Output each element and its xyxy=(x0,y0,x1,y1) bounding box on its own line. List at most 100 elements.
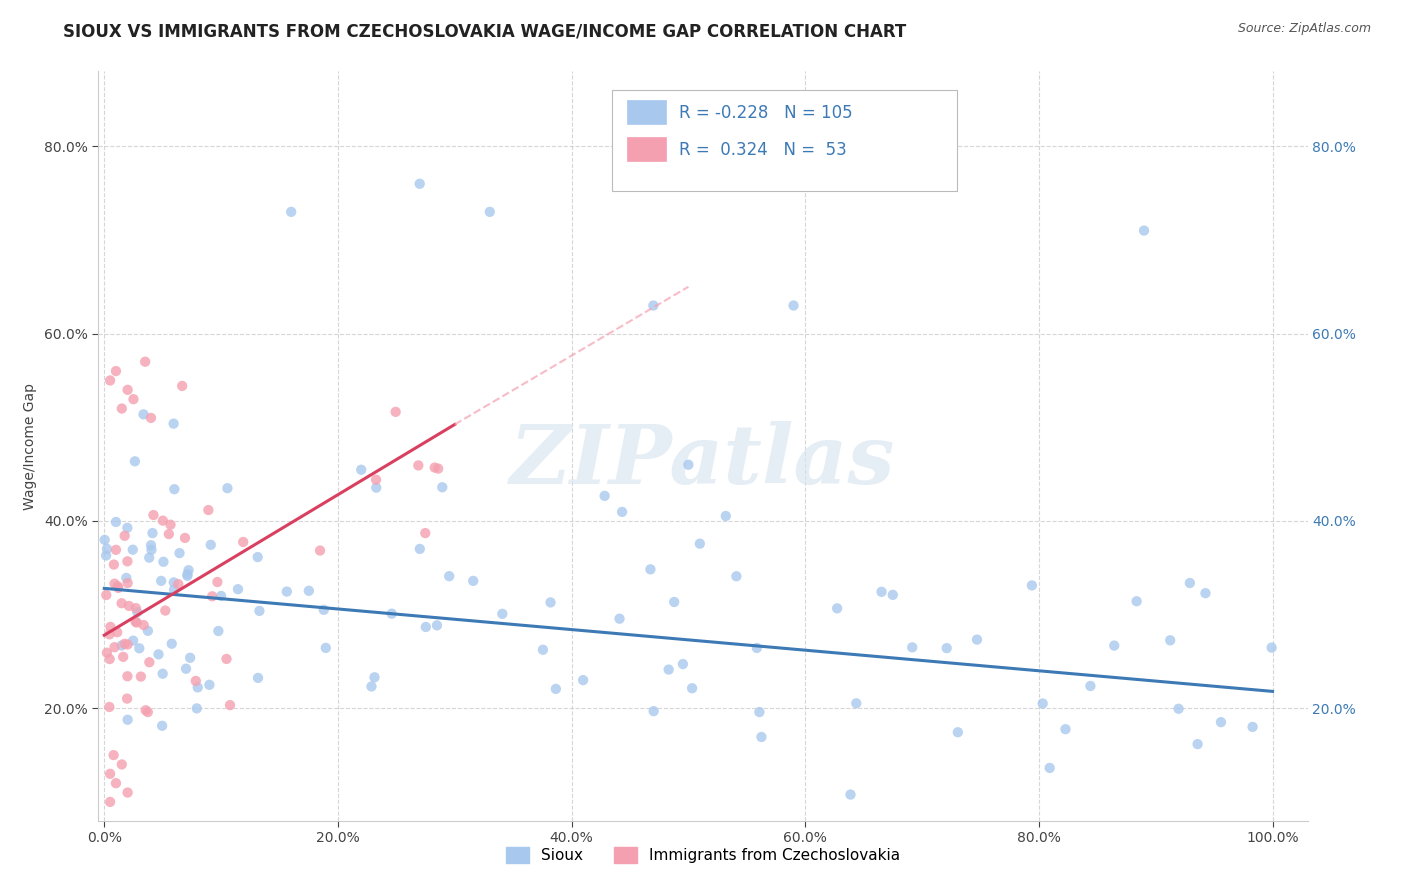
Point xyxy=(114,529,136,543)
Point xyxy=(114,637,136,651)
Point xyxy=(207,624,229,638)
Point xyxy=(312,603,335,617)
Point xyxy=(432,480,454,494)
Point xyxy=(1241,720,1264,734)
Point xyxy=(122,633,145,648)
Point xyxy=(117,576,139,591)
Text: Source: ZipAtlas.com: Source: ZipAtlas.com xyxy=(1237,22,1371,36)
Point xyxy=(125,615,148,630)
Point xyxy=(463,574,485,588)
Point xyxy=(309,543,332,558)
Point xyxy=(117,383,139,397)
Point xyxy=(117,521,139,535)
Point xyxy=(643,298,665,313)
Point xyxy=(152,555,174,569)
Point xyxy=(152,666,174,681)
Point xyxy=(350,463,373,477)
Point xyxy=(1209,715,1232,730)
Point xyxy=(845,696,868,710)
Point xyxy=(364,473,387,487)
Point xyxy=(825,601,848,615)
Point xyxy=(148,648,170,662)
Point xyxy=(478,205,501,219)
Point xyxy=(124,454,146,468)
Point xyxy=(1167,702,1189,716)
Point xyxy=(117,554,139,568)
Point xyxy=(176,569,198,583)
Point xyxy=(142,508,165,522)
Point xyxy=(1133,224,1156,238)
Point xyxy=(247,671,270,685)
Point xyxy=(423,460,446,475)
Point xyxy=(138,655,160,669)
Point xyxy=(129,669,152,683)
Point xyxy=(135,703,157,717)
Text: SIOUX VS IMMIGRANTS FROM CZECHOSLOVAKIA WAGE/INCOME GAP CORRELATION CHART: SIOUX VS IMMIGRANTS FROM CZECHOSLOVAKIA … xyxy=(63,22,907,40)
Point xyxy=(141,542,163,557)
Point xyxy=(96,588,118,602)
Point xyxy=(315,640,337,655)
Point xyxy=(117,713,139,727)
Point xyxy=(127,605,149,619)
Point xyxy=(782,298,804,313)
Point xyxy=(540,595,562,609)
Point xyxy=(103,558,125,572)
Text: R =  0.324   N =  53: R = 0.324 N = 53 xyxy=(679,141,846,159)
Point xyxy=(117,638,139,652)
Point xyxy=(276,584,298,599)
Point xyxy=(1102,639,1125,653)
Point xyxy=(232,535,254,549)
Point xyxy=(409,541,432,556)
Point xyxy=(111,639,134,653)
Point xyxy=(901,640,924,655)
Point xyxy=(104,515,127,529)
Point xyxy=(1187,737,1209,751)
Point xyxy=(415,620,437,634)
Point xyxy=(1080,679,1102,693)
Point xyxy=(366,481,388,495)
Point xyxy=(946,725,969,739)
Point xyxy=(115,691,138,706)
Point xyxy=(107,579,129,593)
Point xyxy=(136,624,159,638)
Point xyxy=(138,550,160,565)
Point xyxy=(94,549,117,563)
Point xyxy=(643,704,665,718)
Point xyxy=(207,574,229,589)
Point xyxy=(363,670,385,684)
Point xyxy=(491,607,513,621)
Point xyxy=(408,458,430,473)
Point xyxy=(122,392,145,407)
Point xyxy=(658,663,681,677)
Point xyxy=(104,542,127,557)
Point xyxy=(141,526,163,541)
Point xyxy=(1021,578,1043,592)
Point xyxy=(201,589,224,603)
Point xyxy=(384,405,406,419)
Point xyxy=(163,582,186,597)
Point xyxy=(1054,722,1077,736)
Point xyxy=(155,603,177,617)
Point xyxy=(672,657,695,671)
Bar xyxy=(627,137,665,161)
Point xyxy=(745,640,768,655)
Point xyxy=(132,408,155,422)
Point xyxy=(1178,576,1201,591)
Point xyxy=(751,730,773,744)
Text: ZIPatlas: ZIPatlas xyxy=(510,421,896,501)
Point xyxy=(104,364,127,378)
Point xyxy=(572,673,595,687)
Point xyxy=(664,595,686,609)
Point xyxy=(174,531,197,545)
Point xyxy=(640,562,662,576)
Point xyxy=(98,652,121,666)
Point xyxy=(104,776,127,790)
Point xyxy=(176,567,198,582)
Point xyxy=(177,563,200,577)
Point xyxy=(98,767,121,781)
Point xyxy=(186,701,208,715)
Point xyxy=(100,620,122,634)
Point xyxy=(681,681,703,696)
Point xyxy=(150,574,173,588)
Point xyxy=(103,576,125,591)
